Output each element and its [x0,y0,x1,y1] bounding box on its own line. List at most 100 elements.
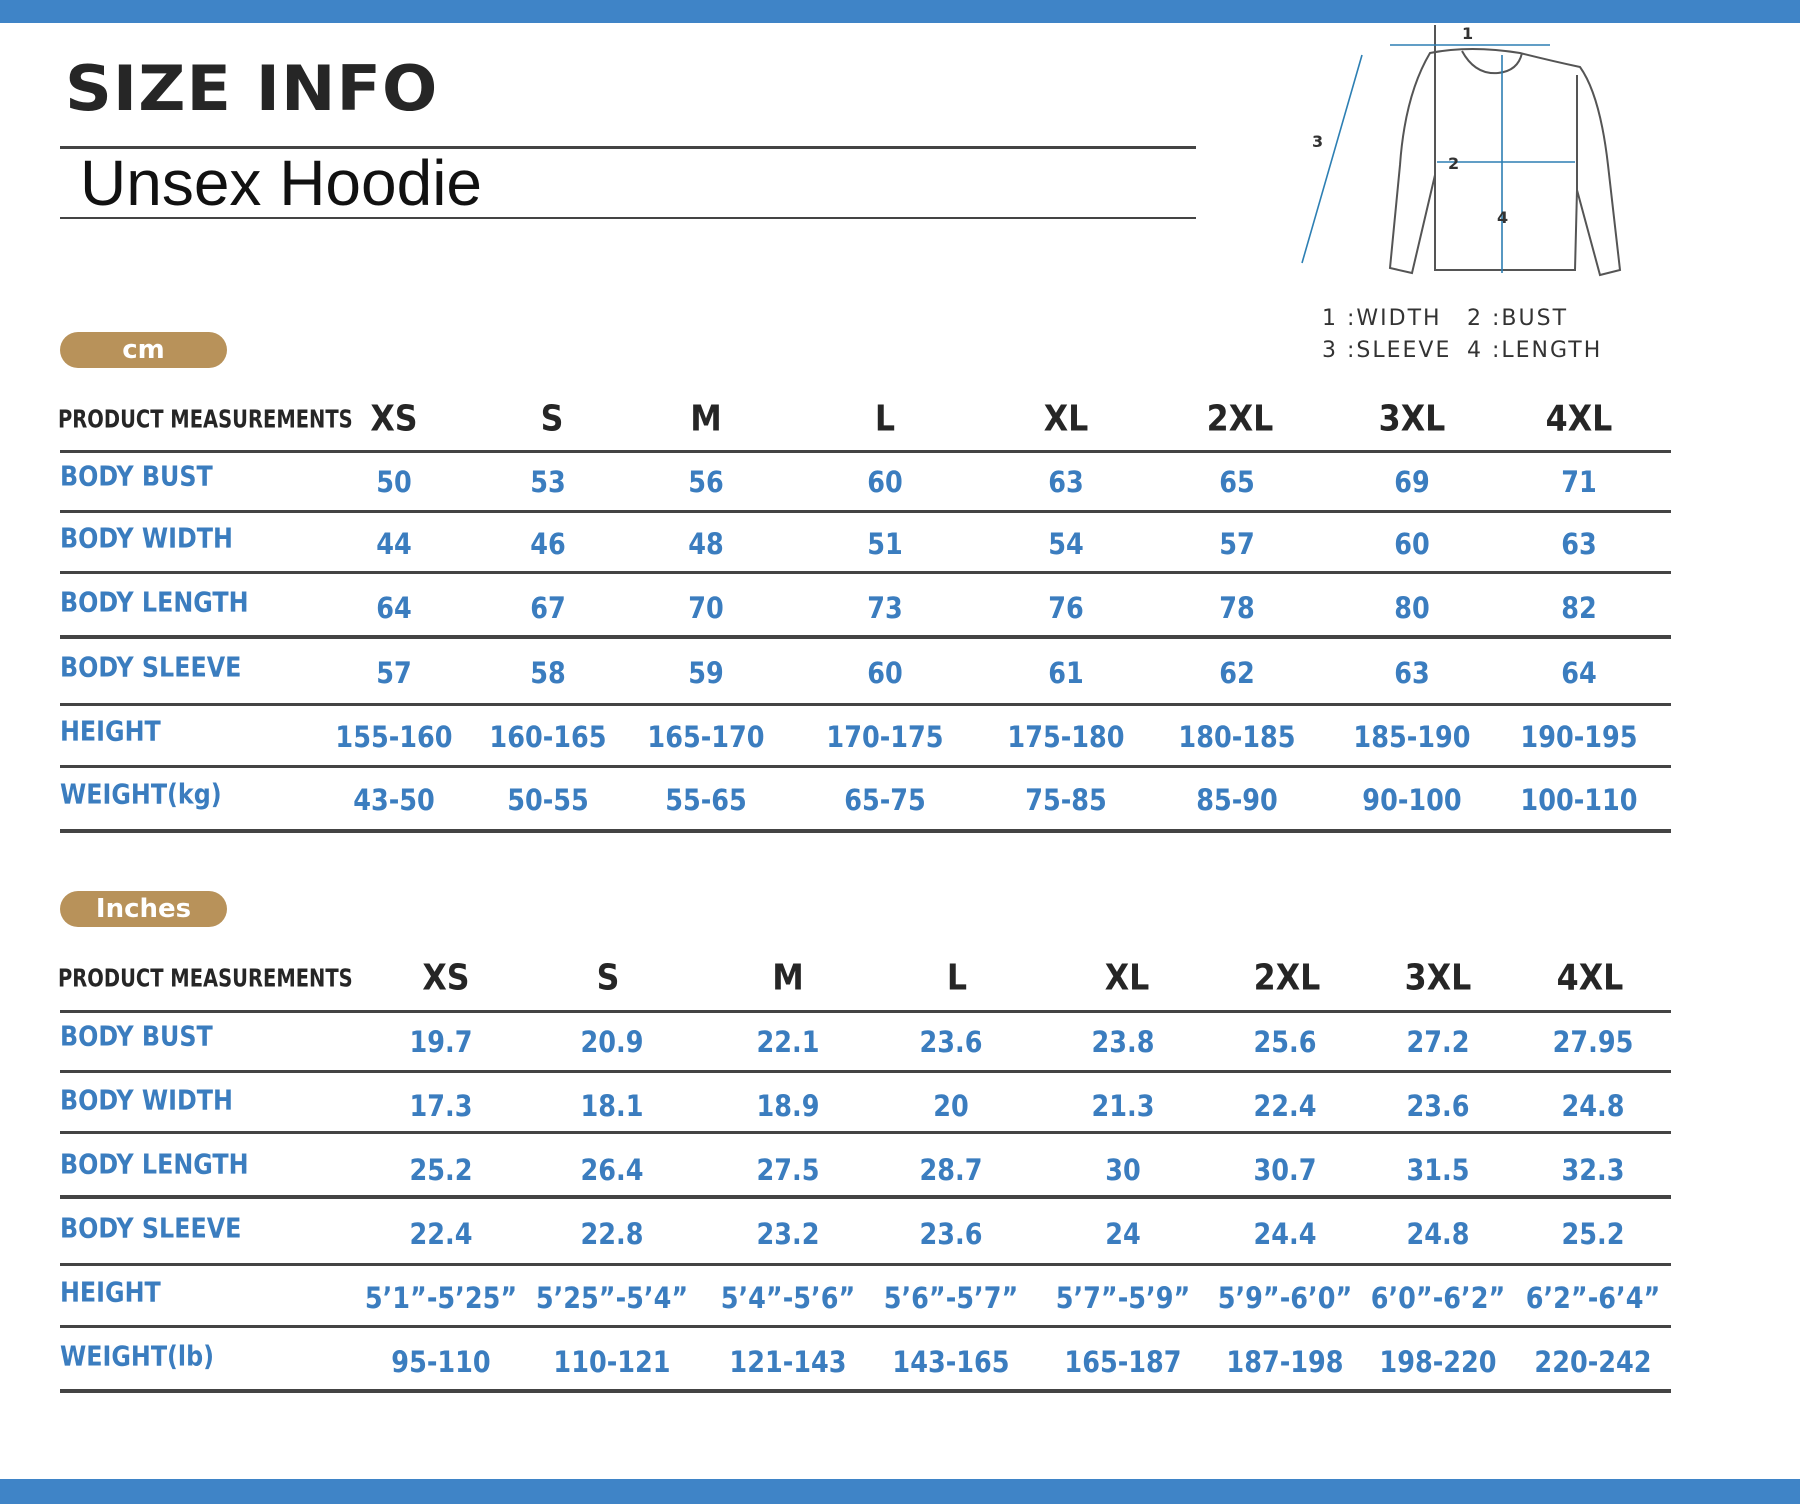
inch_table-row-divider [60,1131,1671,1134]
table-cell: 69 [1394,465,1430,499]
table-cell: 25.2 [409,1153,473,1187]
inch_table-row-divider [60,1263,1671,1266]
inch_table-row-divider [60,1389,1671,1393]
inches-unit-badge: Inches [60,891,227,927]
table-cell: 27.5 [756,1153,820,1187]
table-cell: 55-65 [665,783,747,817]
top-banner-bar [0,0,1800,23]
cm_table-row-divider [60,635,1671,639]
table-cell: 24 [1105,1217,1141,1251]
row-label: BODY LENGTH [60,1147,249,1181]
hoodie-measurement-diagram: 1 2 3 4 [1301,25,1622,277]
table-cell: 170-175 [826,720,944,754]
table-cell: 64 [1561,656,1597,690]
inch_table-row-divider [60,1325,1671,1328]
inch_table-row-divider [60,1010,1671,1013]
table-cell: 71 [1561,465,1597,499]
legend-sleeve: 3 :SLEEVE [1322,338,1452,363]
table-cell: 5’4”-5’6” [720,1281,856,1315]
cm_table-header-label: PRODUCT MEASUREMENTS [58,404,353,434]
table-cell: 5’1”-5’25” [364,1281,518,1315]
title-divider-top [60,146,1196,149]
table-cell: 63 [1561,527,1597,561]
table-cell: 5’7”-5’9” [1055,1281,1191,1315]
table-cell: 20 [933,1089,969,1123]
table-cell: 143-165 [892,1345,1010,1379]
table-cell: 78 [1219,591,1255,625]
table-cell: 46 [530,527,566,561]
table-cell: 48 [688,527,724,561]
cm_table-row-divider [60,450,1671,453]
table-cell: 6’2”-6’4” [1525,1281,1661,1315]
row-label: BODY BUST [60,459,213,493]
size-header-m: M [690,398,722,440]
table-cell: 165-187 [1064,1345,1182,1379]
table-cell: 19.7 [409,1025,473,1059]
table-cell: 121-143 [729,1345,847,1379]
sleeve-arrow [1301,54,1363,264]
row-label: BODY WIDTH [60,521,233,555]
table-cell: 22.1 [756,1025,820,1059]
table-cell: 44 [376,527,412,561]
table-cell: 90-100 [1362,783,1462,817]
table-cell: 43-50 [353,783,435,817]
table-cell: 57 [376,656,412,690]
size-header-s: S [540,398,564,440]
table-cell: 24.4 [1253,1217,1317,1251]
table-cell: 5’9”-6’0” [1217,1281,1353,1315]
table-cell: 60 [867,465,903,499]
table-cell: 110-121 [553,1345,671,1379]
table-cell: 23.6 [919,1025,983,1059]
table-cell: 23.8 [1091,1025,1155,1059]
table-cell: 22.8 [580,1217,644,1251]
size-header-4xl: 4XL [1556,957,1624,999]
table-cell: 20.9 [580,1025,644,1059]
table-cell: 18.1 [580,1089,644,1123]
table-cell: 63 [1394,656,1430,690]
table-cell: 82 [1561,591,1597,625]
table-cell: 57 [1219,527,1255,561]
cm_table-row-divider [60,703,1671,706]
table-cell: 50 [376,465,412,499]
table-cell: 58 [530,656,566,690]
row-label: HEIGHT [60,1275,161,1309]
marker-2: 2 [1448,154,1459,173]
table-cell: 50-55 [507,783,589,817]
table-cell: 22.4 [1253,1089,1317,1123]
table-cell: 56 [688,465,724,499]
table-cell: 5’6”-5’7” [883,1281,1019,1315]
table-cell: 23.6 [919,1217,983,1251]
marker-4: 4 [1497,208,1508,227]
row-label: WEIGHT(lb) [60,1339,215,1373]
table-cell: 175-180 [1007,720,1125,754]
bottom-banner-bar [0,1479,1800,1504]
table-cell: 70 [688,591,724,625]
size-header-xs: XS [422,957,470,999]
size-header-xl: XL [1104,957,1150,999]
cm-unit-badge: cm [60,332,227,368]
marker-1: 1 [1462,25,1473,43]
size-header-3xl: 3XL [1404,957,1472,999]
table-cell: 28.7 [919,1153,983,1187]
size-header-2xl: 2XL [1253,957,1321,999]
inch_table-row-divider [60,1195,1671,1199]
table-cell: 24.8 [1406,1217,1470,1251]
table-cell: 30 [1105,1153,1141,1187]
size-header-4xl: 4XL [1545,398,1613,440]
table-cell: 64 [376,591,412,625]
table-cell: 65 [1219,465,1255,499]
table-cell: 67 [530,591,566,625]
cm_table-row-divider [60,765,1671,768]
table-cell: 76 [1048,591,1084,625]
product-name: Unsex Hoodie [80,147,482,219]
table-cell: 60 [1394,527,1430,561]
row-label: HEIGHT [60,714,161,748]
row-label: BODY LENGTH [60,585,249,619]
table-cell: 165-170 [647,720,765,754]
legend-width: 1 :WIDTH [1322,306,1442,331]
table-cell: 51 [867,527,903,561]
table-cell: 27.2 [1406,1025,1470,1059]
table-cell: 75-85 [1025,783,1107,817]
size-header-xl: XL [1043,398,1089,440]
collar [1461,50,1523,75]
